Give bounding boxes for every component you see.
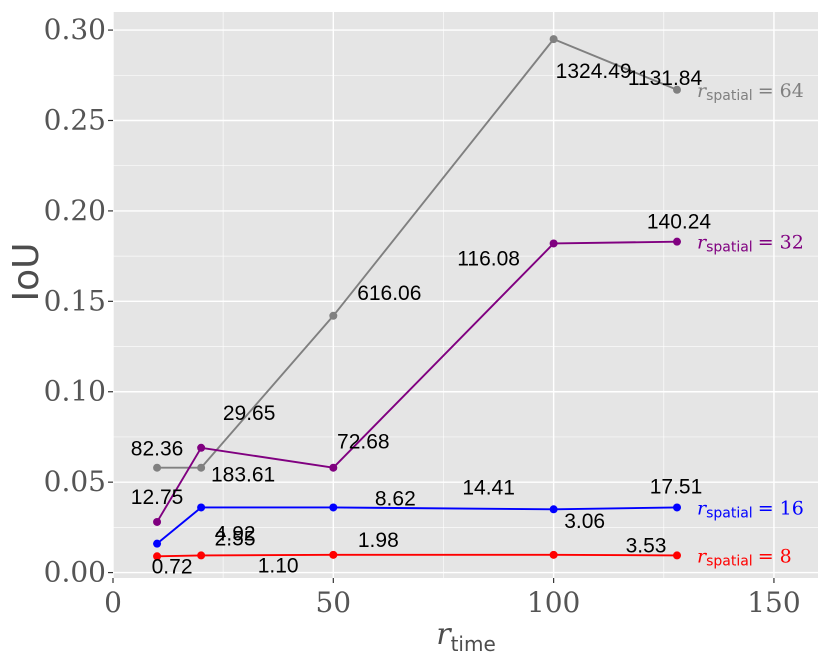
data-label: 1.10 [258,554,299,577]
x-axis-title-sub: time [451,632,496,656]
data-point [153,552,162,561]
data-label: 1131.84 [628,67,703,90]
y-axis-title: IoU [6,243,47,302]
x-tick-label: 150 [747,586,800,619]
x-tick-label: 100 [527,586,580,619]
y-tick-label: 0.10 [44,375,106,408]
series-end-label: rspatial = 8 [697,545,792,569]
series-end-label-main: r [697,232,708,254]
series-end-label-main: r [697,80,708,102]
data-label: 616.06 [357,282,421,305]
series-end-label-value: = 64 [758,80,804,102]
x-tick-label: 0 [104,586,122,619]
data-label: 183.61 [211,464,275,487]
minor-gridlines [113,12,818,578]
data-point [153,517,162,526]
data-label: 2.55 [215,528,256,551]
y-tick-label: 0.20 [44,194,106,227]
data-label: 3.06 [564,510,605,533]
major-gridlines [112,12,818,578]
series-end-label-main: r [697,497,708,519]
y-tick-label: 0.15 [44,284,106,317]
x-axis-title: rtime [436,617,496,656]
data-label: 0.72 [152,555,193,578]
axes: 0.00 0.05 0.10 0.15 0.20 0.25 0.30 0 50 100 150 [44,13,801,619]
data-label: 1324.49 [556,60,632,83]
series-end-label-value: = 8 [758,545,792,567]
series-end-label: rspatial = 64 [697,80,804,104]
data-label: 82.36 [131,438,184,461]
data-label: 12.75 [131,486,184,509]
data-label: 3.53 [626,534,667,557]
data-point [673,551,681,560]
data-point [197,463,206,472]
y-tick-label: 0.00 [44,556,106,589]
series-end-label: rspatial = 16 [697,497,804,521]
x-axis-title-main: r [436,617,452,652]
data-point [673,503,681,512]
series-end-label-sub: spatial [706,240,753,256]
y-tick-label: 0.30 [44,13,106,46]
x-tick-label: 50 [315,586,351,619]
data-label: 116.08 [457,247,520,270]
data-point [549,550,558,559]
data-point [197,551,206,560]
data-label: 140.24 [647,211,712,234]
data-point [329,503,338,512]
plot-background [113,12,818,578]
series-end-label: rspatial = 32 [697,232,804,256]
data-point [153,463,162,472]
data-point [197,503,206,512]
series-end-label-sub: spatial [706,88,753,104]
series-points [153,35,681,561]
data-point [329,550,338,559]
series-end-label-value: = 32 [758,232,804,254]
data-point [197,443,206,452]
y-tick-label: 0.25 [44,103,106,136]
data-point [329,311,338,320]
data-point [673,237,681,246]
data-point [549,505,558,514]
data-point [153,539,162,548]
series-end-label-main: r [697,545,708,567]
data-label: 4.92 [215,522,256,545]
y-tick-label: 0.05 [44,465,106,498]
data-label: 29.65 [223,402,276,425]
data-point [329,463,338,472]
data-label: 1.98 [358,529,399,552]
data-label: 14.41 [462,476,515,499]
data-point [673,85,681,94]
series-end-label-sub: spatial [706,553,753,569]
data-point [549,239,558,248]
data-label: 17.51 [650,475,703,498]
data-label: 72.68 [337,431,390,454]
data-label: 8.62 [375,487,416,510]
series-end-label-sub: spatial [706,505,753,521]
data-point [549,35,558,44]
series-end-label-value: = 16 [758,497,804,519]
